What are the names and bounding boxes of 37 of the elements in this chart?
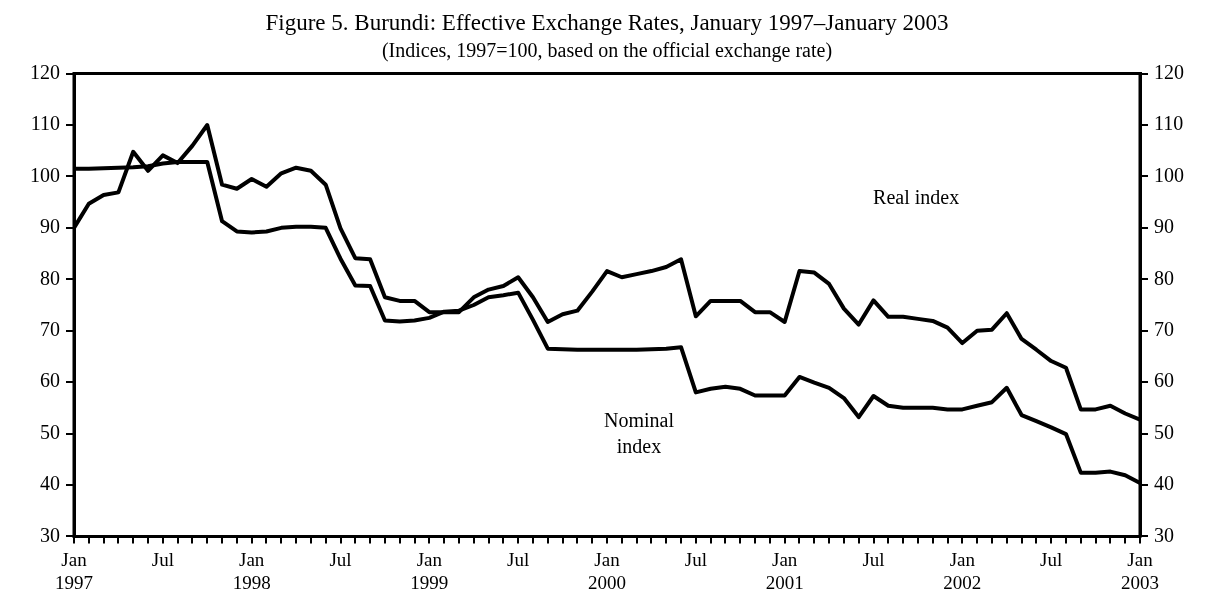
x-tick-label: Jul — [684, 548, 707, 570]
x-tick-label: Jul — [862, 548, 885, 570]
y-tick-label: 110 — [30, 112, 60, 135]
y2-tick-label: 120 — [1154, 60, 1184, 83]
chart-subtitle: (Indices, 1997=100, based on the official exchange rate) — [381, 38, 833, 62]
y2-tick-label: 80 — [1154, 266, 1174, 289]
annotation: Real index — [873, 185, 960, 208]
x-tick-label: Jan 1999 — [410, 548, 449, 593]
y-tick-label: 100 — [30, 163, 60, 186]
y2-tick-label: 70 — [1154, 317, 1174, 340]
y2-tick-label: 30 — [1154, 523, 1174, 546]
y-tick-label: 50 — [40, 420, 60, 443]
y2-tick-label: 50 — [1154, 420, 1174, 443]
y-tick-label: 40 — [40, 472, 60, 495]
x-tick-label: Jul — [507, 548, 530, 570]
y-tick-label: 70 — [40, 317, 60, 340]
y2-tick-label: 60 — [1154, 369, 1174, 392]
x-tick-label: Jan 2003 — [1121, 548, 1159, 593]
y2-tick-label: 90 — [1154, 215, 1174, 238]
y2-tick-label: 110 — [1154, 112, 1184, 135]
x-tick-label: Jan 1997 — [55, 548, 93, 593]
y-tick-label: 90 — [40, 215, 60, 238]
x-tick-label: Jan 1998 — [232, 548, 271, 593]
y-tick-label: 80 — [40, 266, 60, 289]
annotation: Nominal index — [603, 408, 675, 457]
y2-tick-label: 40 — [1154, 472, 1174, 495]
x-tick-label: Jan 2002 — [943, 548, 982, 593]
x-tick-label: Jul — [151, 548, 174, 570]
y-tick-label: 30 — [40, 523, 60, 546]
x-tick-label: Jul — [1040, 548, 1063, 570]
chart-title: Figure 5. Burundi: Effective Exchange Rates, January 1997–January 2003 — [265, 9, 949, 35]
x-tick-label: Jan 2000 — [588, 548, 626, 593]
y2-tick-label: 100 — [1154, 163, 1184, 186]
y-tick-label: 120 — [30, 60, 60, 83]
x-tick-label: Jul — [329, 548, 352, 570]
x-tick-label: Jan 2001 — [765, 548, 804, 593]
y-tick-label: 60 — [40, 369, 60, 392]
